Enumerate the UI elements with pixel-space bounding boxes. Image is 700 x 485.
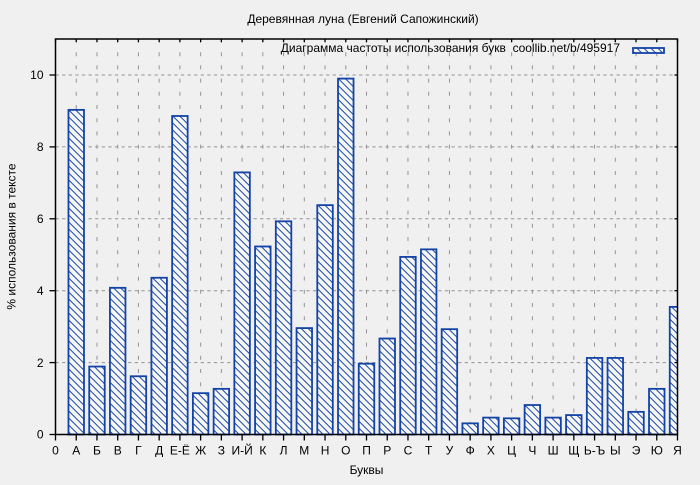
svg-text:С: С: [404, 444, 413, 458]
svg-text:Б: Б: [93, 444, 101, 458]
svg-text:Е-Ё: Е-Ё: [170, 444, 190, 458]
svg-text:Р: Р: [383, 444, 391, 458]
svg-text:Ц: Ц: [507, 444, 516, 458]
svg-text:А: А: [72, 444, 80, 458]
svg-text:Ф: Ф: [466, 444, 475, 458]
svg-text:О: О: [341, 444, 350, 458]
svg-text:Ш: Ш: [548, 444, 559, 458]
svg-text:Ч: Ч: [528, 444, 536, 458]
svg-text:Щ: Щ: [568, 444, 579, 458]
svg-text:Диаграмма частоты использовани: Диаграмма частоты использования букв coo…: [281, 41, 621, 55]
svg-text:П: П: [362, 444, 371, 458]
svg-text:Буквы: Буквы: [350, 463, 384, 477]
svg-text:В: В: [114, 444, 122, 458]
svg-text:10: 10: [30, 68, 44, 82]
svg-text:У: У: [446, 444, 454, 458]
svg-text:Ю: Ю: [651, 444, 663, 458]
svg-text:Л: Л: [280, 444, 288, 458]
svg-text:Х: Х: [487, 444, 495, 458]
svg-text:0: 0: [37, 428, 44, 442]
svg-text:Я: Я: [673, 444, 682, 458]
svg-text:0: 0: [52, 444, 59, 458]
svg-text:М: М: [299, 444, 309, 458]
svg-text:К: К: [259, 444, 266, 458]
svg-text:2: 2: [37, 356, 44, 370]
svg-text:Ы: Ы: [610, 444, 621, 458]
svg-text:4: 4: [37, 284, 44, 298]
svg-text:Э: Э: [632, 444, 641, 458]
svg-text:Ь-Ъ: Ь-Ъ: [584, 444, 605, 458]
svg-text:Н: Н: [321, 444, 330, 458]
svg-text:Деревянная луна (Евгений Сапож: Деревянная луна (Евгений Сапожинский): [247, 12, 478, 26]
svg-text:Д: Д: [155, 444, 163, 458]
svg-text:8: 8: [37, 140, 44, 154]
svg-text:Ж: Ж: [195, 444, 206, 458]
svg-text:Т: Т: [425, 444, 433, 458]
svg-text:% использования в тексте: % использования в тексте: [5, 163, 19, 309]
svg-text:И-Й: И-Й: [231, 443, 252, 458]
svg-text:Г: Г: [135, 444, 142, 458]
svg-text:6: 6: [37, 212, 44, 226]
svg-text:З: З: [218, 444, 225, 458]
